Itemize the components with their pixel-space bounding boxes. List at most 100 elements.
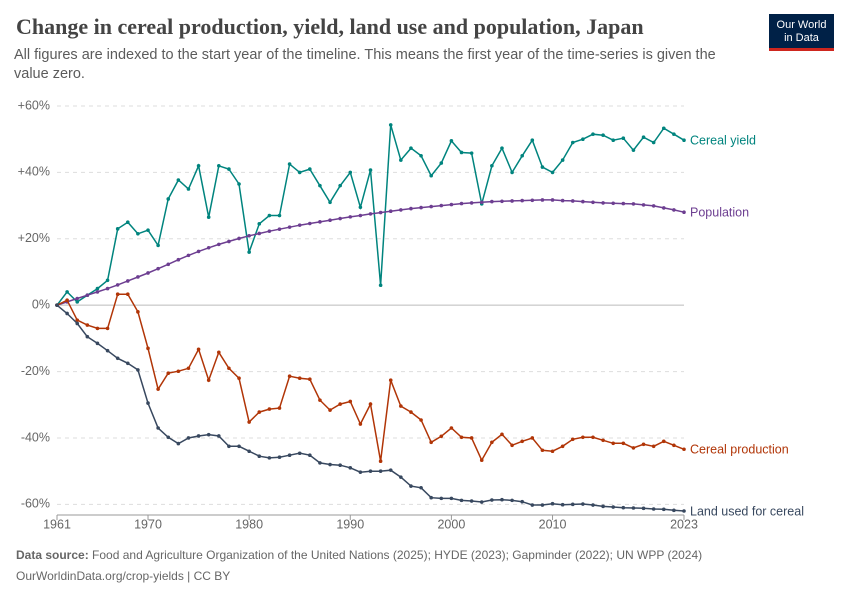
data-point (510, 498, 514, 503)
data-point (500, 146, 504, 150)
data-point (338, 463, 342, 467)
data-point (206, 245, 211, 250)
data-point (581, 502, 585, 506)
data-point (75, 296, 80, 301)
data-point (459, 201, 464, 206)
x-tick-label: 2023 (670, 517, 698, 531)
data-point (631, 506, 636, 510)
data-point (176, 257, 181, 262)
data-point (318, 461, 322, 465)
data-point (672, 132, 676, 137)
data-point (176, 369, 181, 374)
data-point (358, 205, 363, 210)
data-point (308, 377, 312, 382)
data-point (672, 208, 676, 212)
data-point (439, 161, 444, 165)
data-point (136, 232, 140, 236)
data-point (206, 432, 211, 437)
data-point (621, 201, 626, 206)
data-point (500, 199, 504, 204)
data-point (651, 204, 656, 208)
data-point (146, 401, 150, 405)
data-point (540, 448, 545, 453)
data-point (661, 507, 666, 512)
data-point (166, 197, 171, 201)
data-point (55, 303, 59, 307)
data-point (308, 221, 312, 226)
data-point (682, 138, 686, 142)
data-point (409, 206, 413, 211)
data-point (490, 440, 494, 445)
data-point (287, 225, 292, 229)
data-point (368, 168, 373, 172)
data-point (399, 404, 403, 408)
data-point (368, 212, 373, 216)
data-point (348, 466, 353, 470)
data-point (368, 469, 373, 473)
data-point (641, 506, 646, 511)
data-point (429, 495, 433, 500)
data-point (348, 399, 353, 404)
data-point (146, 271, 150, 275)
y-tick-label: 0% (32, 297, 50, 311)
y-tick-label: -20% (21, 364, 50, 378)
logo-text: in Data (784, 32, 820, 44)
data-point (247, 449, 251, 454)
chart-title: Change in cereal production, yield, land… (16, 14, 644, 39)
data-point (540, 198, 545, 202)
data-point (449, 496, 454, 501)
data-point (560, 444, 565, 449)
data-point (308, 453, 312, 458)
data-point (479, 200, 484, 205)
data-point (601, 438, 605, 443)
data-point (591, 200, 595, 205)
data-point (469, 499, 474, 503)
data-point (469, 201, 474, 205)
data-point (510, 170, 514, 175)
data-point (591, 435, 595, 440)
data-point (257, 410, 262, 414)
x-tick-label: 1990 (336, 517, 364, 531)
data-point (166, 262, 171, 267)
data-point (308, 167, 312, 171)
data-point (237, 182, 241, 186)
data-point (267, 407, 272, 411)
data-point (217, 163, 221, 168)
data-point (651, 444, 656, 449)
x-tick-label: 2000 (437, 517, 465, 531)
subtitle-box: All figures are indexed to the start yea… (14, 47, 716, 82)
data-point (115, 227, 120, 231)
data-point (641, 203, 646, 207)
data-point (105, 278, 110, 283)
data-point (206, 378, 211, 383)
data-point (550, 198, 555, 202)
data-point (611, 138, 616, 142)
data-point (520, 439, 524, 444)
data-point (166, 435, 171, 440)
data-point (217, 350, 221, 355)
data-point (75, 300, 80, 304)
data-point (105, 286, 110, 291)
data-point (125, 220, 130, 224)
data-point (257, 454, 262, 459)
data-point (156, 266, 160, 271)
data-point (621, 441, 626, 446)
data-point (651, 140, 656, 145)
data-point (105, 348, 110, 353)
data-point (641, 442, 646, 447)
data-point (196, 249, 201, 254)
data-point (176, 178, 181, 182)
data-point (146, 346, 150, 351)
data-point (186, 436, 191, 440)
data-point (500, 432, 504, 437)
data-point (469, 436, 474, 440)
data-point (358, 470, 363, 474)
data-point (591, 503, 595, 507)
data-point (530, 503, 535, 507)
data-point (227, 167, 231, 171)
x-tick-label: 1970 (134, 517, 162, 531)
data-point (429, 173, 433, 178)
data-point (560, 158, 565, 162)
data-point (186, 187, 191, 191)
data-point (469, 151, 474, 155)
